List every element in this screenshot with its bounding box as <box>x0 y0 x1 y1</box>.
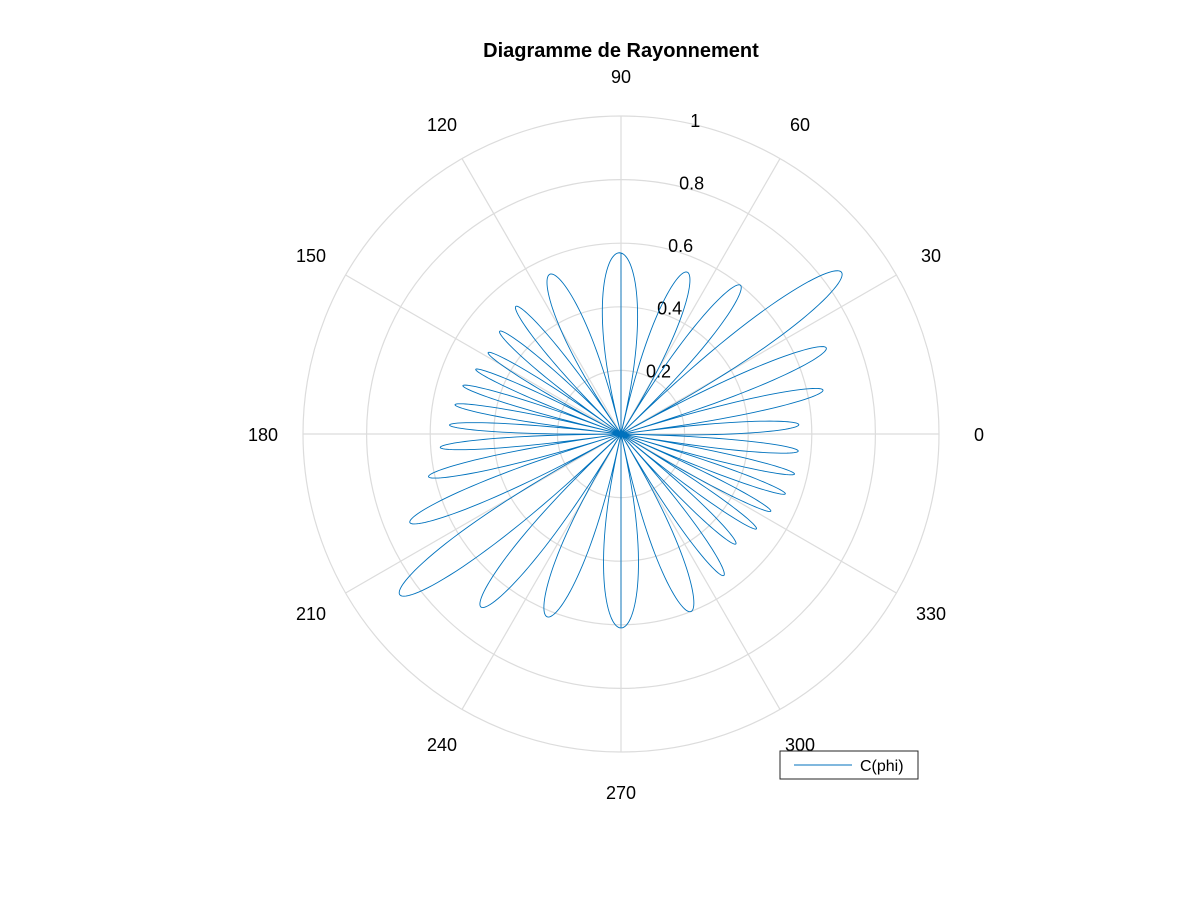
angle-tick-label-210: 210 <box>296 604 326 624</box>
angle-tick-label-90: 90 <box>611 67 631 87</box>
grid-spoke-210 <box>345 433 622 594</box>
angle-tick-label-120: 120 <box>427 115 457 135</box>
angle-tick-label-30: 30 <box>921 246 941 266</box>
radius-tick-labels: 0.2 0.4 0.6 0.8 1 <box>646 111 704 382</box>
grid-spoke-240 <box>461 433 622 710</box>
radius-tick-label-0.2: 0.2 <box>646 361 671 381</box>
grid-spoke-30 <box>620 274 897 435</box>
angle-tick-label-240: 240 <box>427 735 457 755</box>
angle-tick-label-0: 0 <box>974 425 984 445</box>
radius-tick-label-0.4: 0.4 <box>657 299 682 319</box>
angle-tick-label-60: 60 <box>790 115 810 135</box>
angle-tick-label-270: 270 <box>606 783 636 803</box>
grid-spoke-330 <box>620 433 897 594</box>
radius-tick-label-0.8: 0.8 <box>679 173 704 193</box>
angle-tick-label-330: 330 <box>916 604 946 624</box>
angle-tick-label-180: 180 <box>248 425 278 445</box>
legend-entry-label: C(phi) <box>860 758 904 775</box>
angle-tick-label-150: 150 <box>296 246 326 266</box>
series-line-c-phi <box>398 252 843 629</box>
chart-title: Diagramme de Rayonnement <box>483 40 759 62</box>
legend: C(phi) <box>779 750 919 780</box>
angle-tick-labels: 0 30 60 90 120 150 180 210 240 270 300 330 <box>248 67 984 803</box>
grid-spoke-150 <box>345 274 622 435</box>
angle-tick-label-300: 300 <box>785 735 815 755</box>
series-layer <box>398 252 843 629</box>
grid-spoke-120 <box>461 158 622 435</box>
radius-tick-label-0.6: 0.6 <box>668 236 693 256</box>
radius-tick-label-1: 1 <box>690 111 700 131</box>
